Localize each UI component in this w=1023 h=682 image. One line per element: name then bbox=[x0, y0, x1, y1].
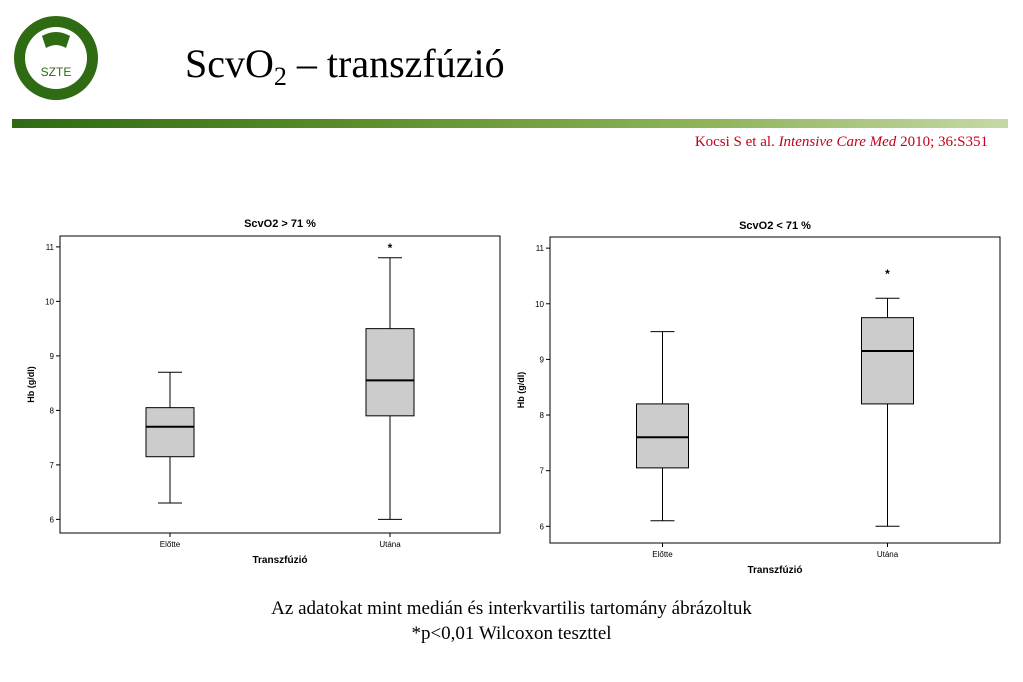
title-main: ScvO bbox=[185, 41, 274, 86]
caption: Az adatokat mint medián és interkvartili… bbox=[0, 596, 1023, 646]
y-tick-label: 11 bbox=[536, 244, 545, 253]
y-tick-label: 8 bbox=[540, 411, 545, 420]
y-tick-label: 6 bbox=[540, 522, 545, 531]
plot-frame bbox=[549, 236, 1001, 544]
y-tick-label: 10 bbox=[535, 300, 544, 309]
y-tick-label: 11 bbox=[46, 243, 55, 252]
citation: Kocsi S et al. Intensive Care Med 2010; … bbox=[695, 134, 988, 151]
x-axis-label: Transzfúzió bbox=[252, 555, 307, 566]
citation-ref: 2010; 36:S351 bbox=[900, 134, 988, 150]
chart-title: ScvO2 > 71 % bbox=[244, 218, 316, 230]
plot-frame bbox=[59, 235, 501, 534]
logo-text: SZTE bbox=[41, 65, 72, 79]
y-tick-label: 8 bbox=[50, 406, 55, 415]
significance-marker: * bbox=[885, 267, 890, 281]
box-iqr bbox=[636, 403, 689, 469]
citation-authors: Kocsi S et al. bbox=[694, 134, 775, 150]
box-iqr bbox=[145, 407, 195, 458]
y-tick-label: 9 bbox=[540, 355, 545, 364]
boxplot-chart-left: ScvO2 > 71 % 6 7 8 9 10 11 Hb (g/dl) Előtte Utána… bbox=[26, 218, 501, 566]
y-axis-label: Hb (g/dl) bbox=[516, 372, 526, 409]
title-subscript: 2 bbox=[273, 62, 287, 91]
significance-marker: * bbox=[388, 241, 393, 255]
title-divider bbox=[12, 119, 1008, 128]
x-tick-label: Utána bbox=[877, 550, 899, 559]
boxplot-chart-right: ScvO2 < 71 % 6 7 8 9 10 11 Hb (g/dl) Előtte Utána… bbox=[516, 220, 1001, 576]
x-tick-label: Utána bbox=[379, 540, 401, 549]
page-title: ScvO2 – transzfúzió bbox=[185, 41, 505, 90]
box-iqr bbox=[365, 328, 415, 417]
x-tick-label: Előtte bbox=[160, 540, 181, 549]
y-tick-label: 9 bbox=[50, 352, 55, 361]
caption-line-2: *p<0,01 Wilcoxon teszttel bbox=[411, 623, 612, 644]
y-tick-label: 7 bbox=[50, 461, 55, 470]
citation-journal: Intensive Care Med bbox=[778, 134, 897, 150]
y-axis-label: Hb (g/dl) bbox=[26, 366, 36, 403]
x-tick-label: Előtte bbox=[652, 550, 673, 559]
title-rest: – transzfúzió bbox=[286, 41, 505, 86]
x-axis-label: Transzfúzió bbox=[747, 565, 802, 576]
caption-line-1: Az adatokat mint medián és interkvartili… bbox=[271, 598, 752, 619]
y-tick-label: 7 bbox=[540, 467, 545, 476]
y-tick-label: 6 bbox=[50, 515, 55, 524]
y-tick-label: 10 bbox=[45, 297, 54, 306]
university-seal-logo: SZTE bbox=[14, 16, 98, 100]
chart-title: ScvO2 < 71 % bbox=[739, 220, 811, 232]
box-iqr bbox=[861, 317, 914, 405]
